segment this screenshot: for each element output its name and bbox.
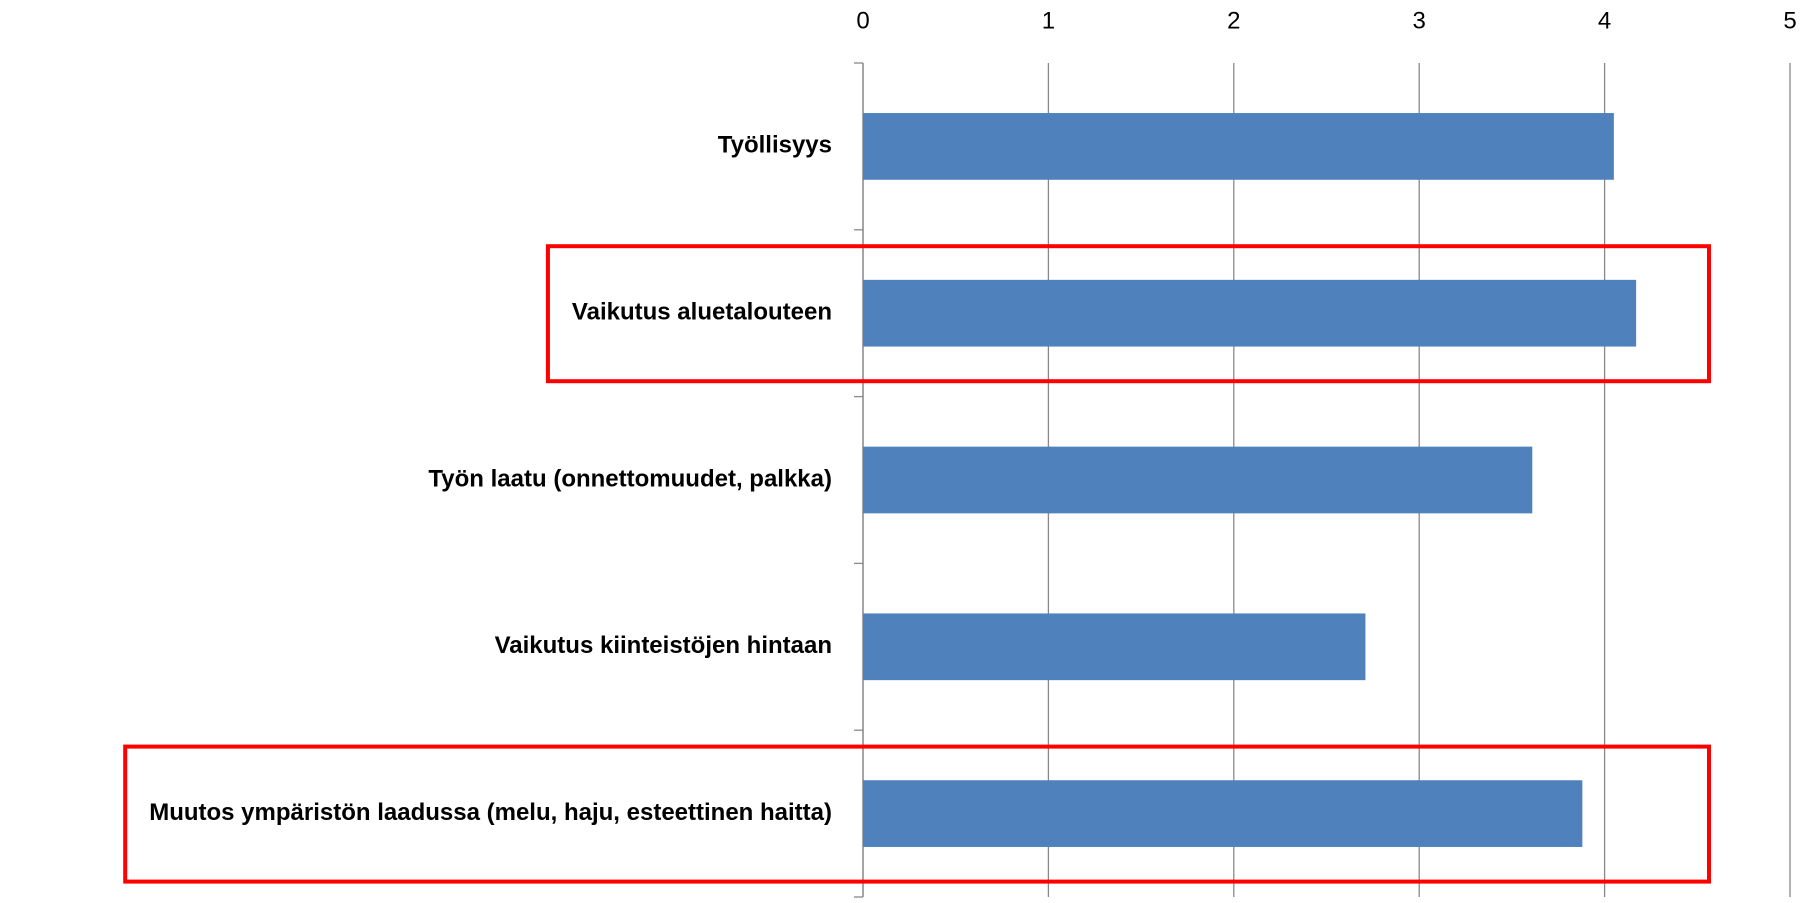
y-tick-label: Työn laatu (onnettomuudet, palkka) bbox=[428, 465, 832, 492]
bar bbox=[863, 780, 1583, 847]
x-tick-label: 1 bbox=[1042, 7, 1055, 34]
y-tick-label: Työllisyys bbox=[718, 132, 832, 159]
x-tick-label: 3 bbox=[1413, 7, 1426, 34]
x-tick-label: 2 bbox=[1227, 7, 1240, 34]
y-tick-label: Vaikutus kiinteistöjen hintaan bbox=[495, 632, 832, 659]
x-tick-label: 5 bbox=[1783, 7, 1796, 34]
highlight-box bbox=[545, 244, 1711, 384]
bar bbox=[863, 113, 1614, 180]
x-tick-label: 4 bbox=[1598, 7, 1611, 34]
bar bbox=[863, 613, 1366, 681]
y-tick-label: Muutos ympäristön laadussa (melu, haju, … bbox=[149, 799, 832, 826]
bar bbox=[863, 279, 1637, 347]
bar bbox=[863, 446, 1533, 514]
y-tick-label: Vaikutus aluetalouteen bbox=[572, 299, 832, 326]
highlight-box bbox=[123, 744, 1711, 884]
x-tick-label: 0 bbox=[856, 7, 869, 34]
